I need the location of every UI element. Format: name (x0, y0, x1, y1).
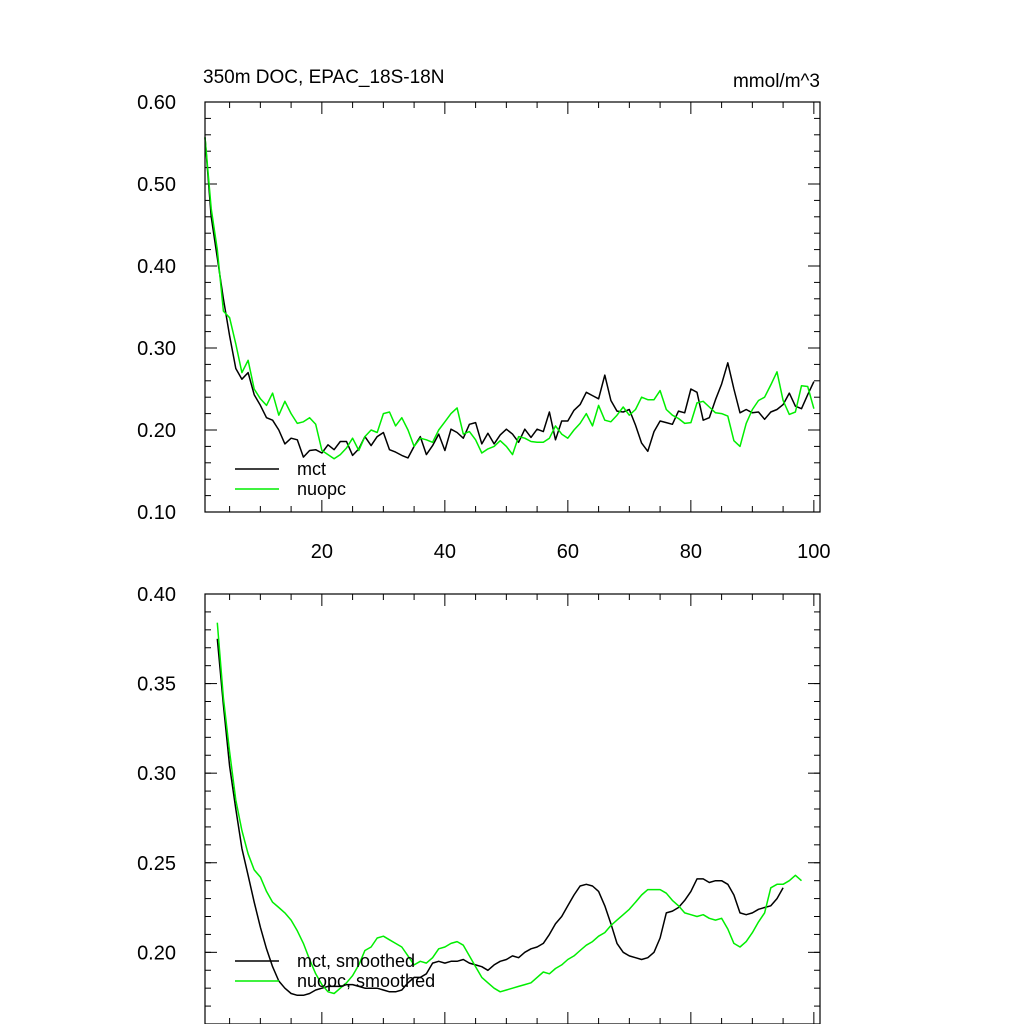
series-line-nuopc-smoothed (216, 622, 802, 995)
y-tick-label: 0.60 (137, 92, 176, 114)
y-tick-label: 0.30 (137, 338, 176, 360)
x-tick-label: 80 (680, 541, 702, 563)
legend-label: mct (297, 459, 326, 479)
bottom-panel: 0.20 0.25 0.30 0.35 0.40 mct, smoothednuopc,… (137, 584, 821, 1024)
y-tick-label: 0.35 (137, 674, 176, 696)
x-tick-label: 40 (434, 541, 456, 563)
series-line-nuopc (204, 137, 815, 460)
x-tick-label: 60 (557, 541, 579, 563)
y-tick-label: 0.25 (137, 853, 176, 875)
legend-label: nuopc, smoothed (297, 971, 435, 991)
top-panel-frame (204, 101, 821, 513)
top-panel-units: mmol/m^3 (733, 71, 820, 92)
top-panel: 350m DOC, EPAC_18S-18N mmol/m^3 0.10 0.20… (137, 67, 830, 563)
y-tick-label: 0.20 (137, 420, 176, 442)
x-tick-label: 20 (311, 541, 333, 563)
y-tick-label: 0.40 (137, 584, 176, 606)
y-tick-label: 0.10 (137, 502, 176, 524)
y-tick-label: 0.30 (137, 763, 176, 785)
x-tick-label: 100 (797, 541, 830, 563)
legend-label: nuopc (297, 479, 346, 499)
legend-label: mct, smoothed (297, 951, 415, 971)
bottom-panel-frame (204, 593, 821, 1024)
series-line-mct-smoothed (216, 638, 784, 997)
y-tick-label: 0.20 (137, 942, 176, 964)
series-line-mct (204, 137, 815, 459)
y-tick-label: 0.40 (137, 256, 176, 278)
top-panel-title: 350m DOC, EPAC_18S-18N (203, 67, 444, 88)
y-tick-label: 0.50 (137, 174, 176, 196)
